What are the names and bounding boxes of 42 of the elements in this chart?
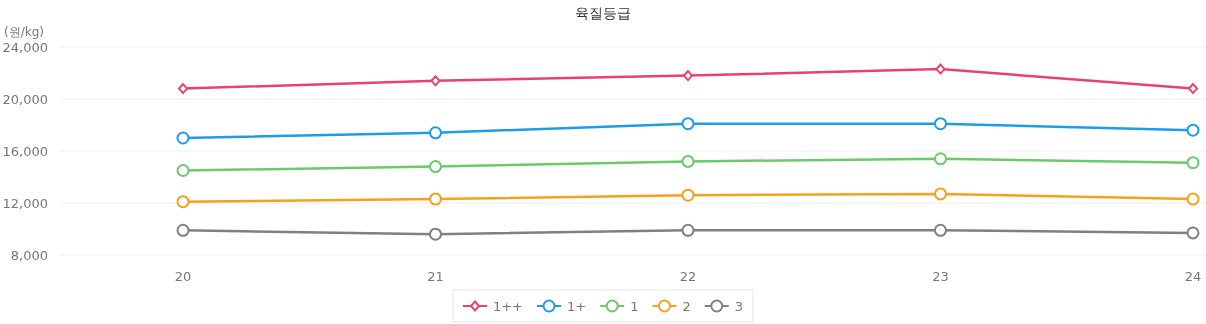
point <box>176 131 190 145</box>
point <box>176 164 190 177</box>
legend-label: 3 <box>734 299 744 314</box>
point <box>934 152 947 166</box>
chart-title: 육질등급 <box>575 5 631 21</box>
point <box>683 70 693 82</box>
point <box>1188 83 1198 95</box>
legend-label: 1+ <box>567 299 587 314</box>
legend-label: 1++ <box>492 299 524 314</box>
point <box>681 154 695 168</box>
x-tick-label: 24 <box>1184 269 1202 284</box>
y-tick-label: 20,000 <box>2 92 48 107</box>
point <box>1186 156 1200 170</box>
x-tick-label: 21 <box>427 269 444 284</box>
point <box>176 195 190 209</box>
y-tick-label: 24,000 <box>2 40 48 55</box>
x-tick-label: 22 <box>679 269 697 284</box>
point <box>1186 192 1200 206</box>
point <box>681 223 695 237</box>
point <box>934 117 947 131</box>
point <box>429 160 442 174</box>
y-tick-label: 8,000 <box>10 248 48 263</box>
point <box>430 75 441 87</box>
point <box>681 117 695 131</box>
point <box>935 63 946 75</box>
point <box>934 187 947 201</box>
point <box>178 83 188 95</box>
point <box>429 126 442 140</box>
point <box>176 223 190 237</box>
point <box>1186 123 1200 137</box>
y-axis-title: (원/kg) <box>4 25 44 39</box>
y-tick-label: 16,000 <box>2 144 48 159</box>
x-tick-label: 20 <box>174 269 192 284</box>
point <box>429 227 442 241</box>
point <box>934 223 947 237</box>
legend-label: 1 <box>630 299 639 314</box>
x-tick-label: 23 <box>932 269 949 284</box>
y-tick-label: 12,000 <box>2 196 48 211</box>
point <box>681 188 695 202</box>
point <box>429 192 442 206</box>
legend-label: 2 <box>682 299 691 314</box>
point <box>1186 226 1200 240</box>
